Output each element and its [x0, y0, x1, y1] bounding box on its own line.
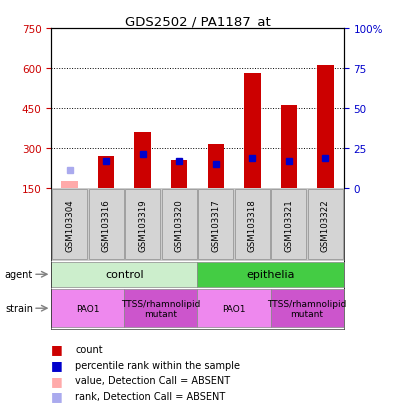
Text: value, Detection Call = ABSENT: value, Detection Call = ABSENT — [75, 375, 230, 385]
Bar — [280, 106, 297, 188]
Text: agent: agent — [5, 270, 33, 280]
Bar — [98, 157, 115, 188]
Text: ■: ■ — [51, 358, 63, 371]
Text: GSM103321: GSM103321 — [284, 199, 293, 251]
Bar — [271, 190, 307, 260]
Bar — [171, 161, 188, 188]
Text: control: control — [105, 270, 144, 280]
Text: GSM103320: GSM103320 — [175, 199, 184, 251]
Text: GSM103304: GSM103304 — [65, 199, 74, 251]
Text: percentile rank within the sample: percentile rank within the sample — [75, 360, 240, 370]
Bar — [88, 190, 124, 260]
Bar — [125, 190, 160, 260]
Bar — [317, 66, 334, 188]
Text: PAO1: PAO1 — [76, 304, 100, 313]
Bar — [271, 290, 344, 328]
Bar — [207, 145, 224, 188]
Bar — [134, 133, 151, 188]
Text: rank, Detection Call = ABSENT: rank, Detection Call = ABSENT — [75, 391, 225, 401]
Text: TTSS/rhamnolipid
mutant: TTSS/rhamnolipid mutant — [121, 299, 201, 318]
Bar — [235, 190, 270, 260]
Bar — [198, 190, 233, 260]
Text: GSM103319: GSM103319 — [138, 199, 147, 251]
Bar — [51, 290, 124, 328]
Text: GSM103316: GSM103316 — [102, 199, 111, 251]
Bar — [308, 190, 343, 260]
Title: GDS2502 / PA1187_at: GDS2502 / PA1187_at — [125, 15, 270, 28]
Bar — [162, 190, 197, 260]
Text: epithelia: epithelia — [246, 270, 295, 280]
Text: TTSS/rhamnolipid
mutant: TTSS/rhamnolipid mutant — [267, 299, 347, 318]
Text: ■: ■ — [51, 374, 63, 387]
Bar — [52, 190, 87, 260]
Bar — [61, 182, 78, 188]
Text: ■: ■ — [51, 342, 63, 356]
Text: ■: ■ — [51, 389, 63, 403]
Text: GSM103317: GSM103317 — [211, 199, 220, 251]
Bar — [124, 290, 198, 328]
Text: count: count — [75, 344, 103, 354]
Bar — [244, 74, 261, 188]
Text: GSM103318: GSM103318 — [248, 199, 257, 251]
Bar — [198, 262, 344, 287]
Bar — [51, 262, 198, 287]
Text: GSM103322: GSM103322 — [321, 199, 330, 251]
Bar — [198, 290, 271, 328]
Text: PAO1: PAO1 — [222, 304, 246, 313]
Text: strain: strain — [5, 304, 33, 313]
